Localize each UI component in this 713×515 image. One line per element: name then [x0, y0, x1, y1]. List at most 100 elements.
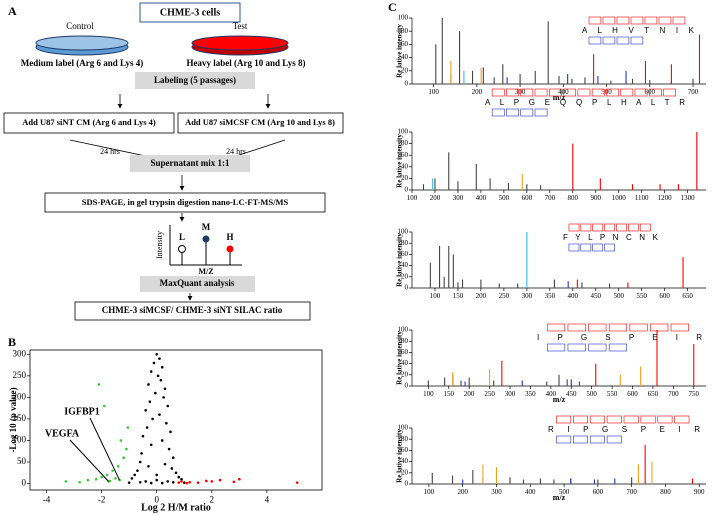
b-ion-box [534, 108, 548, 117]
y-ion-box [640, 415, 656, 424]
mz: M/Z [198, 267, 213, 276]
y-ion-box [648, 88, 662, 97]
point [147, 465, 150, 468]
peak-h: H [226, 232, 233, 242]
x-tick-label: 750 [689, 390, 700, 398]
y-ion-box [602, 16, 616, 25]
y-tick-label: 60 [401, 250, 409, 258]
x-tick-label: 200 [457, 488, 468, 496]
panel-label: A [8, 4, 17, 18]
y-tick-label: 40 [401, 457, 409, 465]
point [295, 481, 299, 484]
point [140, 452, 143, 455]
x-tick-label: 600 [522, 194, 533, 202]
x-tick-label: 700 [668, 390, 679, 398]
x-tick-label: 400 [546, 390, 557, 398]
point [100, 475, 103, 479]
point [126, 426, 130, 429]
y-tick-label: 250 [13, 370, 27, 380]
y-ion-box [658, 16, 672, 25]
b-ion-box [568, 243, 580, 252]
x-tick-label: -4 [43, 494, 51, 504]
y-ion-box [606, 88, 619, 97]
y-ion-box [589, 415, 605, 424]
control: Control [66, 21, 94, 31]
y-ion-box [591, 88, 605, 97]
x-tick-label: 150 [444, 390, 455, 398]
y-ion-box [616, 223, 627, 232]
b-ion-box [592, 243, 604, 252]
y-tick-label: 100 [398, 14, 409, 22]
point [163, 462, 167, 466]
y-tick-label: 80 [401, 139, 409, 147]
box [135, 72, 255, 89]
b-ion-box [588, 36, 602, 45]
x-tick-label: 400 [525, 488, 536, 496]
x-tick-label: 500 [559, 488, 570, 496]
y-ion-box [657, 415, 673, 424]
x-tick-label: 900 [591, 194, 602, 202]
x-tick-label: 400 [568, 292, 579, 300]
b-ion-box [573, 435, 588, 444]
x-tick-label: 700 [545, 194, 556, 202]
y-tick-label: 0 [405, 480, 409, 488]
y-ion-box [567, 323, 586, 332]
point [125, 447, 128, 451]
y-tick-label: 60 [401, 151, 409, 159]
point [148, 400, 152, 403]
y-ion-box [573, 415, 588, 424]
point [165, 421, 168, 425]
y-axis-label: Re lative intensity [396, 429, 404, 483]
x-tick-label: 250 [484, 390, 495, 398]
point [218, 478, 222, 482]
x-tick-label: 800 [568, 194, 579, 202]
x-tick-label: 1000 [612, 194, 627, 202]
sequence: F Y L P N C N K [563, 233, 659, 242]
b-ion-box [630, 36, 644, 45]
point [154, 391, 157, 395]
x-tick-label: 700 [626, 488, 637, 496]
x-tick-label: 500 [586, 390, 597, 398]
time-left: 24 hrs [100, 147, 120, 156]
y-ion-box [547, 323, 566, 332]
y-tick-label: 20 [401, 66, 409, 74]
y-ion-box [534, 88, 548, 97]
b-ion-box [520, 108, 534, 117]
box [140, 276, 255, 292]
x-tick-label: 350 [545, 292, 556, 300]
point [166, 480, 170, 483]
y-ion-box [577, 88, 591, 97]
b-ion-box [606, 435, 622, 444]
y-ion-box [606, 415, 622, 424]
x-tick-label: 250 [499, 292, 510, 300]
x-tick-label: 600 [627, 390, 638, 398]
sequence: A L H V T N I K [582, 26, 695, 35]
panel-a: A CHME-3 cells Control Test Medium label… [3, 2, 344, 321]
y-tick-label: 100 [398, 424, 409, 432]
y-tick-label: 0 [22, 478, 27, 488]
x-tick-label: 700 [688, 88, 699, 96]
y-tick-label: 20 [401, 468, 409, 476]
point [160, 439, 164, 442]
x-tick-label: 650 [682, 292, 693, 300]
point [196, 481, 200, 484]
y-ion-box [634, 88, 648, 97]
point [144, 480, 147, 483]
point [174, 471, 178, 475]
dish [191, 35, 289, 51]
point [78, 480, 81, 484]
peak [226, 245, 234, 253]
point [156, 374, 160, 378]
annotation: VEGFA [45, 428, 80, 439]
point [152, 361, 156, 365]
peak-m: M [202, 222, 211, 232]
point [122, 456, 125, 459]
point [180, 480, 183, 483]
x-tick-label: 2 [210, 494, 215, 504]
y-ion-box [623, 415, 639, 424]
b-ion-box [580, 243, 592, 252]
plot-frame [29, 349, 323, 491]
y-tick-label: 0 [405, 382, 409, 390]
point [158, 357, 161, 360]
b-ion-box [556, 435, 572, 444]
